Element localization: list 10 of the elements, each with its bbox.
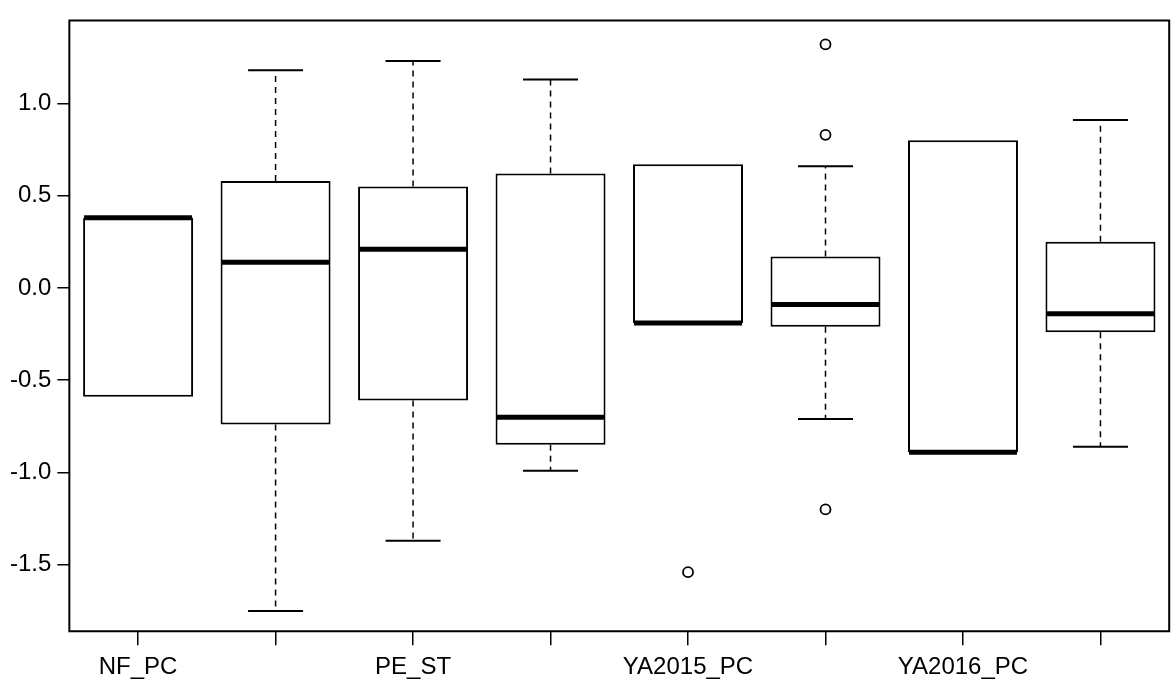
y-tick-label: -1.5 (10, 549, 52, 577)
y-tick-label: -1.0 (10, 457, 52, 485)
x-tick-label: PE_ST (375, 652, 452, 680)
x-tick-label: YA2016_PC (897, 652, 1029, 680)
y-tick-label: 0.5 (17, 180, 52, 208)
x-tick-label: YA2015_PC (622, 652, 754, 680)
y-tick-label: 1.0 (17, 88, 52, 116)
y-tick-label: 0.0 (17, 272, 52, 300)
y-tick-label: -0.5 (10, 364, 52, 392)
x-tick-label: NF_PC (98, 652, 178, 680)
